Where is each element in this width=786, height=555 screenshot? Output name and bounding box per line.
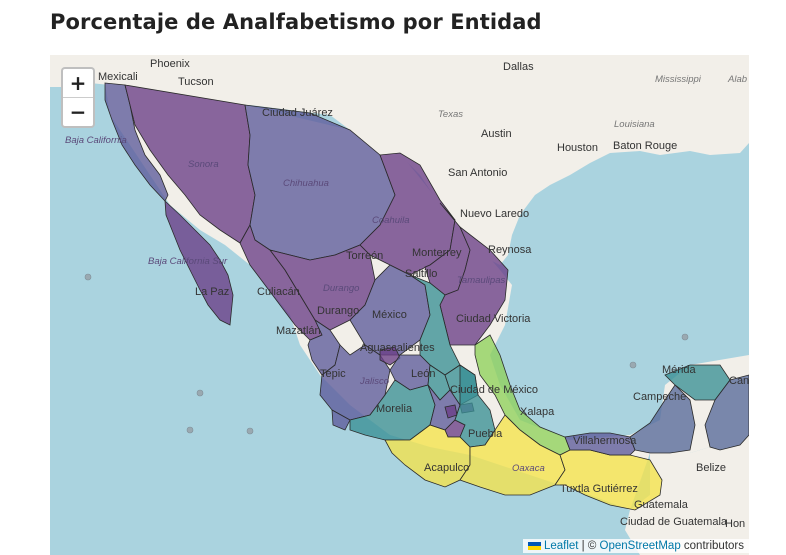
label-culiacan: Culiacán bbox=[257, 286, 300, 298]
label-tuxtla: Tuxtla Gutiérrez bbox=[560, 483, 638, 495]
label-honduras: Hon bbox=[725, 518, 745, 530]
label-oaxaca: Oaxaca bbox=[512, 463, 545, 474]
label-campeche: Campeche bbox=[633, 391, 686, 403]
label-la-paz: La Paz bbox=[195, 286, 229, 298]
label-aguascalientes: Aguascalientes bbox=[360, 342, 435, 354]
attribution-suffix: contributors bbox=[680, 540, 744, 552]
state-campeche[interactable] bbox=[629, 384, 696, 454]
label-xalapa: Xalapa bbox=[520, 406, 555, 418]
label-tepic: Tepic bbox=[320, 368, 346, 380]
zoom-control: + − bbox=[61, 67, 95, 128]
label-leon: León bbox=[411, 368, 435, 380]
label-mexicali: Mexicali bbox=[98, 71, 138, 83]
label-villahermosa: Villahermosa bbox=[573, 435, 637, 447]
label-texas: Texas bbox=[438, 109, 463, 120]
label-alabama: Alab bbox=[727, 74, 747, 85]
label-reynosa: Reynosa bbox=[488, 244, 532, 256]
label-morelia: Morelia bbox=[376, 403, 413, 415]
label-nuevo-laredo: Nuevo Laredo bbox=[460, 208, 529, 220]
label-mazatlan: Mazatlán bbox=[276, 325, 321, 337]
label-austin: Austin bbox=[481, 128, 512, 140]
attribution-separator: | © bbox=[578, 540, 600, 552]
label-coahuila: Coahuila bbox=[372, 215, 410, 226]
label-houston: Houston bbox=[557, 142, 598, 154]
page-title: Porcentaje de Analfabetismo por Entidad bbox=[50, 10, 542, 34]
state-colima[interactable] bbox=[331, 409, 351, 431]
label-ciudad-mexico: Ciudad de México bbox=[450, 384, 538, 396]
label-saltillo: Saltillo bbox=[405, 268, 437, 280]
map-attribution: Leaflet | © OpenStreetMap contributors bbox=[522, 539, 749, 553]
label-durango: Durango bbox=[317, 305, 359, 317]
label-tamaulipas: Tamaulipas bbox=[457, 275, 505, 286]
label-tucson: Tucson bbox=[178, 76, 214, 88]
label-durango-state: Durango bbox=[323, 283, 359, 294]
state-aguascalientes[interactable] bbox=[379, 346, 401, 366]
map-labels: Mexicali Phoenix Tucson Dallas Mississip… bbox=[65, 58, 749, 530]
label-san-antonio: San Antonio bbox=[448, 167, 507, 179]
map-container[interactable]: Mexicali Phoenix Tucson Dallas Mississip… bbox=[50, 55, 749, 555]
state-nayarit[interactable] bbox=[307, 318, 341, 376]
label-sonora: Sonora bbox=[188, 159, 219, 170]
island-markers bbox=[84, 273, 689, 435]
state-coahuila[interactable] bbox=[359, 152, 456, 276]
label-puebla: Puebla bbox=[468, 428, 503, 440]
label-acapulco: Acapulco bbox=[424, 462, 469, 474]
label-guatemala-city: Ciudad de Guatemala bbox=[620, 516, 728, 528]
label-baja-california-sur: Baja California Sur bbox=[148, 256, 228, 267]
label-dallas: Dallas bbox=[503, 61, 534, 73]
label-torreon: Torreón bbox=[346, 250, 383, 262]
label-louisiana: Louisiana bbox=[614, 119, 655, 130]
label-jalisco: Jalisco bbox=[359, 376, 389, 387]
zoom-out-button[interactable]: − bbox=[69, 100, 87, 124]
ukraine-flag-icon bbox=[527, 541, 541, 550]
label-belize: Belize bbox=[696, 462, 726, 474]
label-mississippi: Mississippi bbox=[655, 74, 702, 85]
label-chihuahua: Chihuahua bbox=[283, 178, 329, 189]
state-quintana-roo[interactable] bbox=[704, 374, 749, 451]
label-cancun: Canc bbox=[729, 375, 749, 387]
map-canvas[interactable]: Mexicali Phoenix Tucson Dallas Mississip… bbox=[50, 55, 749, 555]
label-monterrey: Monterrey bbox=[412, 247, 462, 259]
us-land bbox=[50, 55, 749, 265]
label-merida: Mérida bbox=[662, 364, 697, 376]
label-juarez: Ciudad Juárez bbox=[262, 107, 333, 119]
label-guatemala: Guatemala bbox=[634, 499, 689, 511]
label-baton-rouge: Baton Rouge bbox=[613, 140, 677, 152]
label-baja-california: Baja California bbox=[65, 135, 127, 146]
osm-link[interactable]: OpenStreetMap bbox=[599, 540, 681, 552]
label-phoenix: Phoenix bbox=[150, 58, 190, 70]
zoom-in-button[interactable]: + bbox=[63, 69, 93, 98]
leaflet-link[interactable]: Leaflet bbox=[543, 540, 579, 552]
state-baja-california-sur[interactable] bbox=[164, 200, 234, 326]
label-ciudad-victoria: Ciudad Victoria bbox=[456, 313, 531, 325]
label-mexico: México bbox=[372, 309, 407, 321]
